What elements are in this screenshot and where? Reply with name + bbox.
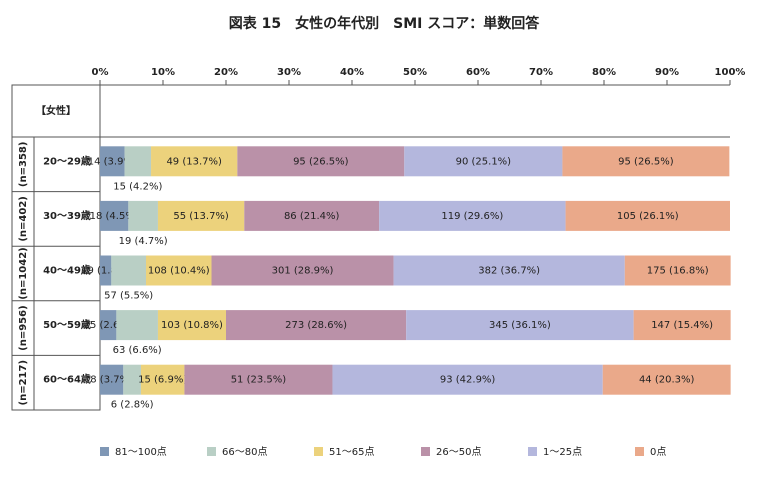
value-label: 90 (25.1%): [456, 156, 512, 167]
bar-segment: [145, 255, 212, 286]
bar-segment: [562, 146, 730, 177]
x-tick-label: 70%: [529, 67, 553, 78]
value-label: 95 (26.5%): [618, 156, 674, 167]
value-label: 119 (29.6%): [441, 211, 503, 222]
group-size: (n=1042): [18, 247, 29, 299]
bar-segment: [116, 310, 158, 341]
bar-segment: [140, 364, 185, 395]
group-header: 【女性】: [36, 104, 76, 117]
bar-segment: [184, 364, 333, 395]
x-tick-label: 40%: [340, 67, 364, 78]
group-size: (n=217): [18, 360, 29, 406]
value-label: 19 (4.7%): [119, 236, 168, 247]
bar-segment: [211, 255, 394, 286]
value-label: 55 (13.7%): [173, 211, 229, 222]
bar-segment: [624, 255, 731, 286]
bar-segment: [100, 364, 124, 395]
value-label: 25 (2.6%): [84, 320, 133, 331]
value-label: 51 (23.5%): [231, 375, 287, 386]
bar-segment: [128, 200, 158, 231]
value-label: 15 (4.2%): [113, 181, 162, 192]
bar-segment: [379, 200, 566, 231]
group-size: (n=358): [18, 142, 29, 188]
x-tick-label: 90%: [655, 67, 679, 78]
bar-segment: [244, 200, 380, 231]
legend-swatch: [421, 447, 430, 456]
x-tick-label: 10%: [151, 67, 175, 78]
row-header-frame: [11, 84, 101, 411]
value-label: 175 (16.8%): [647, 266, 709, 277]
legend-swatch: [314, 447, 323, 456]
value-label: 105 (26.1%): [617, 211, 679, 222]
value-label: 86 (21.4%): [284, 211, 340, 222]
bar-segment: [111, 255, 146, 286]
value-label: 345 (36.1%): [489, 320, 551, 331]
bar-segment: [100, 255, 112, 286]
legend-label: 1〜25点: [543, 446, 582, 458]
value-label: 19 (1.8%): [81, 266, 130, 277]
value-label: 18 (4.5%): [90, 211, 139, 222]
category-label: 20〜29歳: [43, 154, 91, 167]
category-label: 40〜49歳: [43, 264, 91, 277]
bar-segment: [226, 310, 407, 341]
legend-label: 26〜50点: [436, 446, 481, 458]
bar-segment: [100, 200, 129, 231]
value-label: 15 (6.9%): [138, 375, 187, 386]
bar-segment: [602, 364, 731, 395]
value-label: 8 (3.7%): [90, 375, 133, 386]
bar-segment: [332, 364, 603, 395]
value-label: 93 (42.9%): [440, 375, 496, 386]
value-label: 147 (15.4%): [651, 320, 713, 331]
bar-segment: [124, 146, 152, 177]
category-label: 60〜64歳: [43, 373, 91, 386]
value-label: 14 (3.9%): [88, 156, 137, 167]
legend-swatch: [207, 447, 216, 456]
bar-segment: [237, 146, 405, 177]
value-label: 103 (10.8%): [161, 320, 223, 331]
value-label: 301 (28.9%): [272, 266, 334, 277]
value-label: 44 (20.3%): [639, 375, 695, 386]
legend-swatch: [635, 447, 644, 456]
x-tick-label: 80%: [592, 67, 616, 78]
x-tick-label: 50%: [403, 67, 427, 78]
group-size: (n=402): [18, 196, 29, 242]
value-label: 63 (6.6%): [113, 345, 162, 356]
bar-segment: [565, 200, 730, 231]
bar-segment: [633, 310, 731, 341]
value-label: 382 (36.7%): [478, 266, 540, 277]
x-tick-label: 20%: [214, 67, 238, 78]
value-label: 108 (10.4%): [148, 266, 210, 277]
x-tick-label: 0%: [92, 67, 109, 78]
bar-segment: [393, 255, 625, 286]
category-label: 30〜39歳: [43, 209, 91, 222]
chart-title: 図表 15 女性の年代別 SMI スコア：単数回答: [229, 15, 540, 32]
bar-segment: [406, 310, 634, 341]
bar-segment: [157, 310, 226, 341]
value-label: 95 (26.5%): [293, 156, 349, 167]
bar-segment: [100, 310, 117, 341]
legend-label: 81〜100点: [115, 446, 167, 458]
x-tick-label: 100%: [715, 67, 746, 78]
legend-label: 66〜80点: [222, 446, 267, 458]
legend-swatch: [100, 447, 109, 456]
bar-segment: [157, 200, 245, 231]
value-label: 49 (13.7%): [166, 156, 222, 167]
value-label: 273 (28.6%): [285, 320, 347, 331]
bar-segment: [404, 146, 563, 177]
bar-segment: [100, 146, 125, 177]
legend-label: 0点: [650, 446, 666, 458]
bar-segment: [123, 364, 141, 395]
bar-segment: [151, 146, 238, 177]
category-label: 50〜59歳: [43, 318, 91, 331]
value-label: 57 (5.5%): [104, 291, 153, 302]
x-tick-label: 30%: [277, 67, 301, 78]
x-tick-label: 60%: [466, 67, 490, 78]
legend-label: 51〜65点: [329, 446, 374, 458]
value-label: 6 (2.8%): [111, 400, 154, 411]
legend-swatch: [528, 447, 537, 456]
group-size: (n=956): [18, 305, 29, 351]
